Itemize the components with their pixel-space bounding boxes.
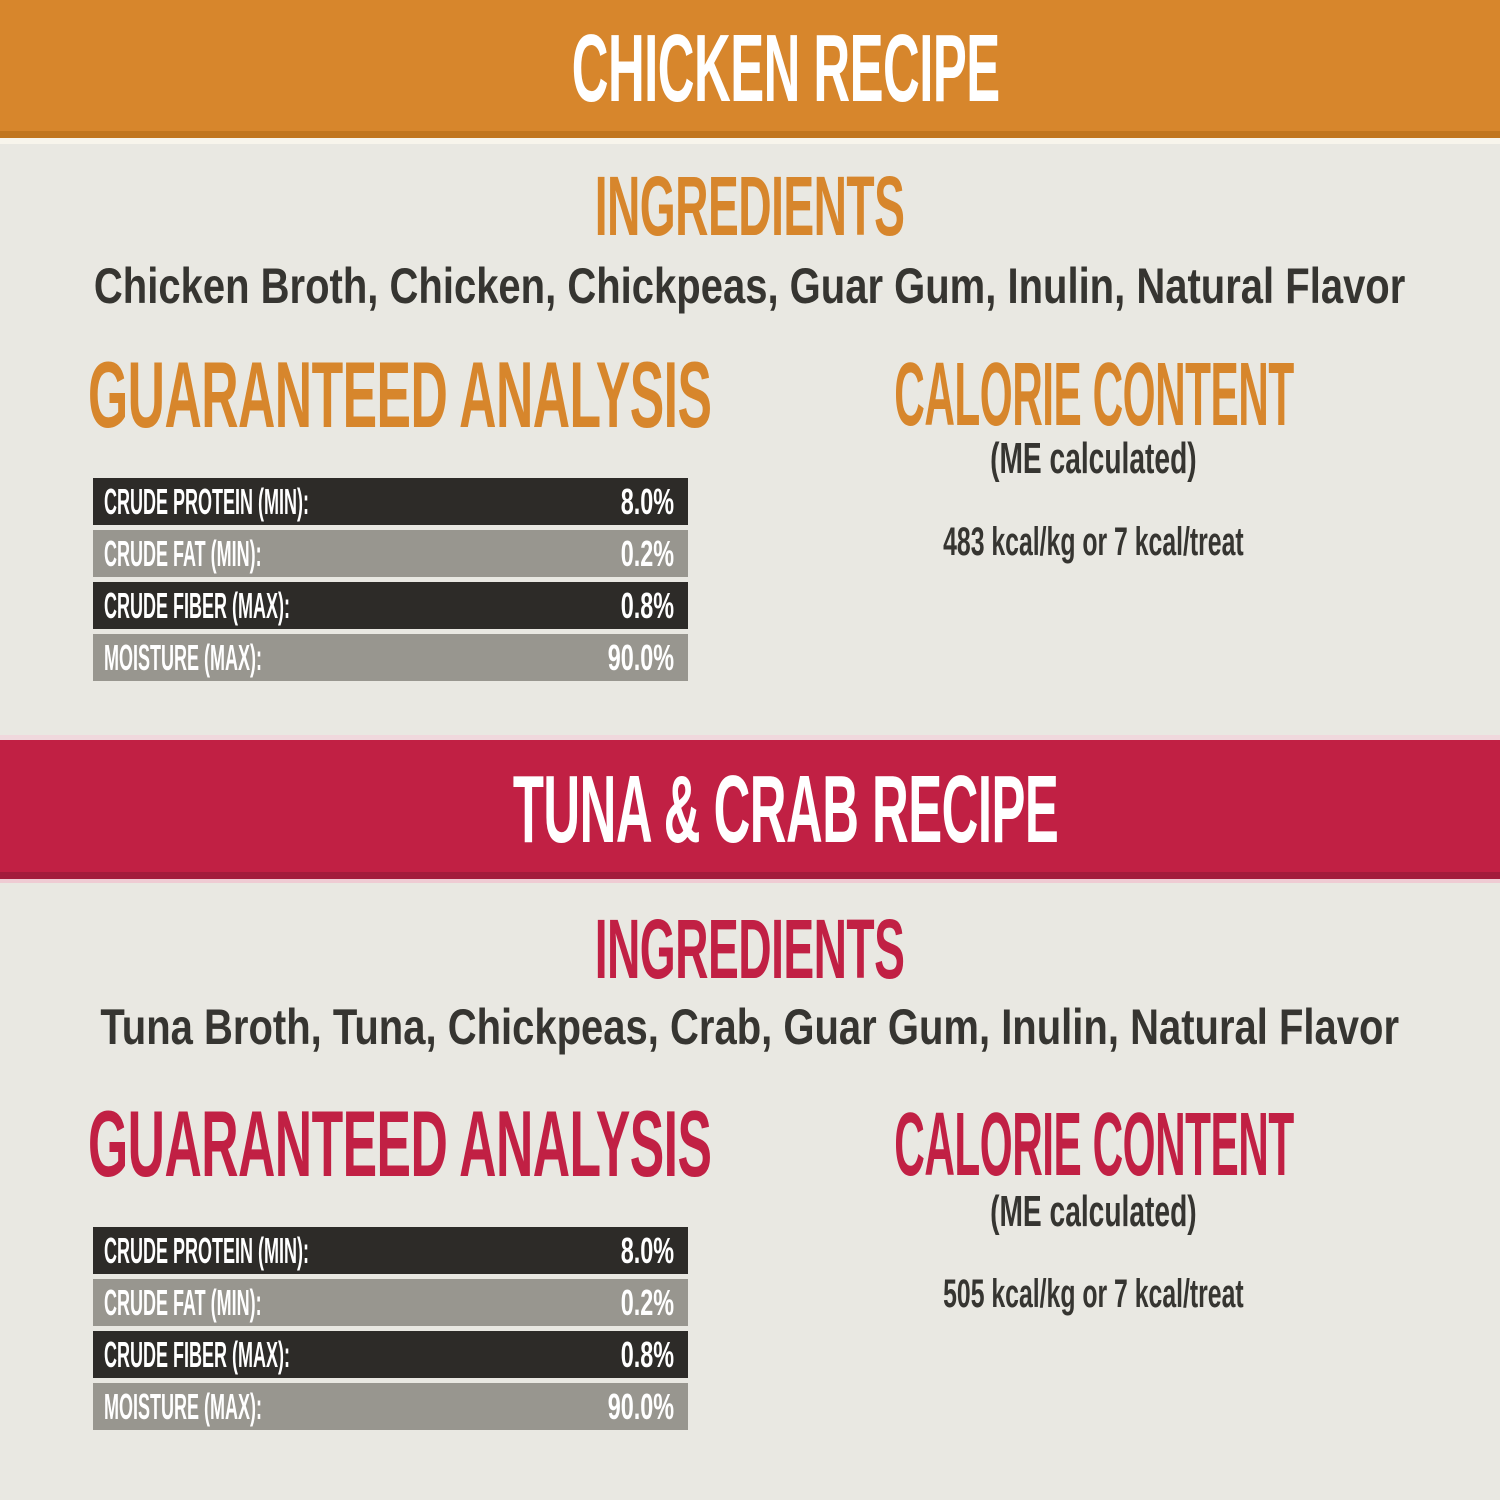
analysis-row: CRUDE FIBER (MAX): 0.8% — [93, 1331, 688, 1378]
analysis-row-value: 0.8% — [620, 1333, 674, 1375]
tuna-guaranteed-analysis-heading: GUARANTEED ANALYSIS — [88, 1091, 712, 1196]
analysis-row: MOISTURE (MAX): 90.0% — [93, 634, 688, 681]
tuna-ingredients-text: Tuna Broth, Tuna, Chickpeas, Crab, Guar … — [100, 999, 1400, 1055]
analysis-row: CRUDE FAT (MIN): 0.2% — [93, 1279, 688, 1326]
analysis-row-label: CRUDE PROTEIN (MIN): — [104, 480, 309, 522]
chicken-banner-title: CHICKEN RECIPE — [572, 15, 1000, 122]
chicken-ingredients-text-row: Chicken Broth, Chicken, Chickpeas, Guar … — [0, 261, 1500, 311]
tuna-ingredients-heading: INGREDIENTS — [595, 902, 905, 996]
tuna-banner: TUNA & CRAB RECIPE — [0, 740, 1500, 883]
analysis-row-value: 8.0% — [620, 1229, 674, 1271]
chicken-calorie-heading-row: CALORIE CONTENT — [850, 350, 1337, 440]
analysis-row: CRUDE PROTEIN (MIN): 8.0% — [93, 1227, 688, 1274]
chicken-ingredients-heading-row: INGREDIENTS — [0, 164, 1500, 248]
analysis-row: CRUDE PROTEIN (MIN): 8.0% — [93, 478, 688, 525]
tuna-analysis-table: CRUDE PROTEIN (MIN): 8.0% CRUDE FAT (MIN… — [93, 1227, 688, 1435]
tuna-calorie-subheading-row: (ME calculated) — [850, 1190, 1337, 1234]
chicken-analysis-table: CRUDE PROTEIN (MIN): 8.0% CRUDE FAT (MIN… — [93, 478, 688, 686]
analysis-row-label: CRUDE PROTEIN (MIN): — [104, 1229, 309, 1271]
banner-divider-line — [0, 735, 1500, 740]
analysis-row-label: MOISTURE (MAX): — [104, 1385, 262, 1427]
analysis-row-value: 8.0% — [620, 480, 674, 522]
chicken-calorie-value-row: 483 kcal/kg or 7 kcal/treat — [850, 522, 1337, 562]
chicken-guaranteed-analysis-heading-row: GUARANTEED ANALYSIS — [88, 348, 1222, 442]
tuna-calorie-heading: CALORIE CONTENT — [893, 1095, 1294, 1195]
tuna-calorie-subheading: (ME calculated) — [990, 1187, 1197, 1236]
tuna-calorie-value: 505 kcal/kg or 7 kcal/treat — [943, 1272, 1244, 1316]
tuna-banner-title: TUNA & CRAB RECIPE — [513, 755, 1059, 863]
analysis-row-label: MOISTURE (MAX): — [104, 636, 262, 678]
analysis-row-label: CRUDE FAT (MIN): — [104, 532, 262, 574]
chicken-ingredients-text: Chicken Broth, Chicken, Chickpeas, Guar … — [94, 258, 1406, 314]
analysis-row-value: 0.8% — [620, 584, 674, 626]
tuna-ingredients-heading-row: INGREDIENTS — [0, 907, 1500, 991]
analysis-row: CRUDE FAT (MIN): 0.2% — [93, 530, 688, 577]
chicken-calorie-value: 483 kcal/kg or 7 kcal/treat — [943, 520, 1244, 564]
chicken-banner: CHICKEN RECIPE — [0, 0, 1500, 144]
tuna-guaranteed-analysis-heading-row: GUARANTEED ANALYSIS — [88, 1097, 1222, 1191]
analysis-row-value: 90.0% — [607, 1385, 674, 1427]
chicken-calorie-subheading: (ME calculated) — [990, 434, 1197, 483]
analysis-row-value: 90.0% — [607, 636, 674, 678]
analysis-row: MOISTURE (MAX): 90.0% — [93, 1383, 688, 1430]
analysis-row-label: CRUDE FIBER (MAX): — [104, 584, 290, 626]
tuna-calorie-heading-row: CALORIE CONTENT — [850, 1100, 1337, 1190]
analysis-row-value: 0.2% — [620, 532, 674, 574]
chicken-calorie-subheading-row: (ME calculated) — [850, 437, 1337, 481]
tuna-ingredients-text-row: Tuna Broth, Tuna, Chickpeas, Crab, Guar … — [0, 1002, 1500, 1052]
chicken-ingredients-heading: INGREDIENTS — [595, 159, 905, 253]
tuna-calorie-value-row: 505 kcal/kg or 7 kcal/treat — [850, 1274, 1337, 1314]
analysis-row-label: CRUDE FIBER (MAX): — [104, 1333, 290, 1375]
analysis-row-value: 0.2% — [620, 1281, 674, 1323]
chicken-calorie-heading: CALORIE CONTENT — [893, 345, 1294, 445]
chicken-guaranteed-analysis-heading: GUARANTEED ANALYSIS — [88, 342, 712, 447]
analysis-row-label: CRUDE FAT (MIN): — [104, 1281, 262, 1323]
analysis-row: CRUDE FIBER (MAX): 0.8% — [93, 582, 688, 629]
